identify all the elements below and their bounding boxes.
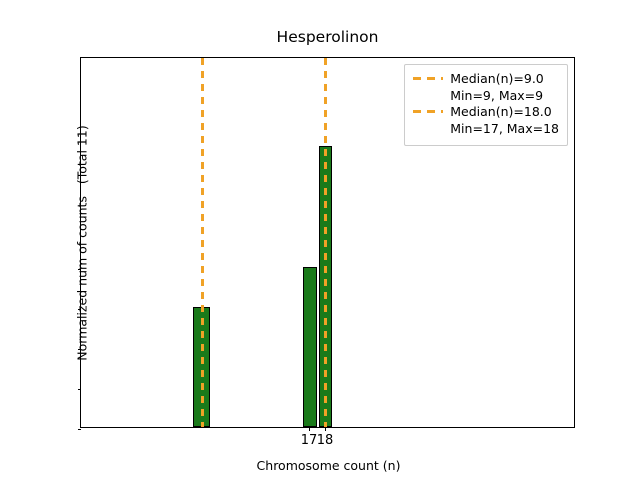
y-tick-mark	[77, 429, 81, 431]
y-axis-label: Normalized num of counts (Total 11)	[74, 124, 90, 361]
plot-area: Normalized num of counts (Total 11) 0 1 …	[75, 57, 575, 473]
median-line-18	[324, 58, 327, 427]
chart-title: Hesperolinon	[276, 28, 379, 46]
y-tick-mark	[77, 389, 81, 391]
x-axis-label: Chromosome count (n)	[256, 458, 401, 473]
y-tick-mark	[77, 269, 81, 271]
x-tick-mark	[325, 427, 327, 431]
x-tick-label: 18	[316, 433, 334, 448]
dashed-line-icon	[413, 104, 444, 119]
y-tick-mark	[77, 309, 81, 311]
y-tick-mark	[77, 349, 81, 351]
legend-label-range-18: Min=17, Max=18	[450, 120, 559, 136]
dashed-line-icon	[413, 71, 444, 86]
legend-label-range-9: Min=9, Max=9	[450, 87, 544, 103]
bar-n17	[303, 267, 317, 427]
x-tick-mark	[309, 427, 311, 431]
legend-label-median-9: Median(n)=9.0	[450, 71, 544, 86]
legend-label-median-18: Median(n)=18.0	[450, 104, 552, 120]
legend-item: Median(n)=9.0 Min=9, Max=9	[413, 71, 559, 104]
median-line-9	[201, 58, 204, 427]
legend-item: Median(n)=18.0 Min=17, Max=18	[413, 104, 559, 137]
x-tick-label: 17	[300, 433, 318, 448]
chart-legend: Median(n)=9.0 Min=9, Max=9 Median(n)=18.…	[404, 64, 568, 146]
